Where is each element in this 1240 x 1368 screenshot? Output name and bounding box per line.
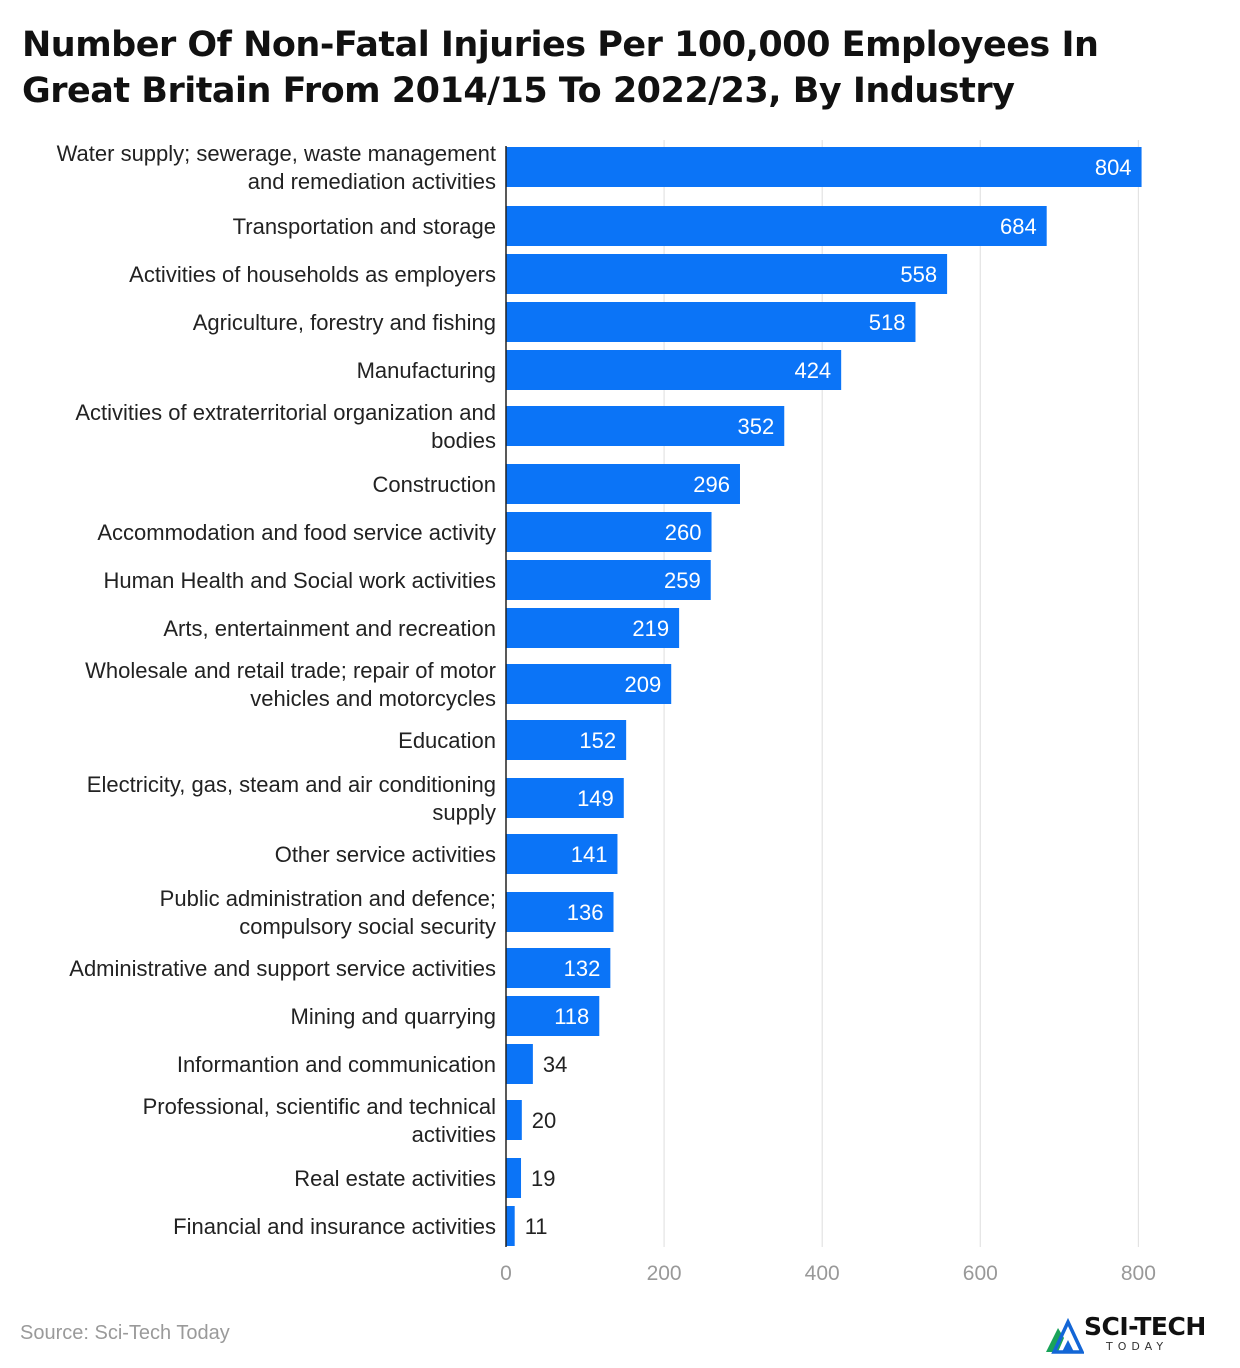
bar-4	[506, 350, 842, 390]
category-label-14-line-0: Public administration and defence;	[160, 886, 496, 911]
chart-title: Number Of Non-Fatal Injuries Per 100,000…	[22, 25, 1099, 111]
category-label-7: Accommodation and food service activity	[97, 520, 496, 545]
bar-18	[506, 1100, 522, 1140]
bar-15	[506, 948, 611, 988]
bar-16	[506, 996, 600, 1036]
data-label-6: 296	[693, 472, 730, 497]
bar-20	[506, 1206, 515, 1246]
bar-5	[506, 406, 785, 446]
category-label-8: Human Health and Social work activities	[103, 568, 496, 593]
data-label-5: 352	[738, 414, 775, 439]
category-label-0-line-0: Water supply; sewerage, waste management	[57, 141, 496, 166]
bar-19	[506, 1158, 522, 1198]
category-label-9: Arts, entertainment and recreation	[163, 616, 496, 641]
data-label-9: 219	[632, 616, 669, 641]
data-label-16: 118	[554, 1004, 589, 1029]
category-label-13: Other service activities	[275, 842, 496, 867]
bar-13	[506, 834, 618, 874]
category-label-10-line-0: Wholesale and retail trade; repair of mo…	[85, 658, 496, 683]
category-label-18-line-0: Professional, scientific and technical	[143, 1094, 496, 1119]
category-label-2: Activities of households as employers	[129, 262, 496, 287]
category-label-1: Transportation and storage	[233, 214, 496, 239]
x-axis-ticks: 0 200 400 600 800	[500, 1262, 1156, 1285]
data-label-15: 132	[564, 956, 601, 981]
data-label-11: 152	[579, 728, 616, 753]
bar-6	[506, 464, 740, 504]
data-label-20: 11	[525, 1214, 548, 1239]
category-label-15: Administrative and support service activ…	[69, 956, 496, 981]
data-label-10: 209	[624, 672, 661, 697]
category-label-3: Agriculture, forestry and fishing	[193, 310, 496, 335]
data-label-18: 20	[532, 1108, 556, 1133]
data-label-2: 558	[900, 262, 937, 287]
bar-14	[506, 892, 614, 932]
tick-label-0: 0	[500, 1262, 512, 1285]
category-label-10-line-1: vehicles and motorcycles	[250, 686, 496, 711]
data-label-0: 804	[1095, 155, 1132, 180]
category-label-18-line-1: activities	[412, 1122, 496, 1147]
category-label-5-line-1: bodies	[431, 428, 496, 453]
bar-8	[506, 560, 711, 600]
bar-17	[506, 1044, 533, 1084]
logo-mountain-icon	[1046, 1317, 1084, 1354]
data-label-14: 136	[567, 900, 604, 925]
bar-10	[506, 664, 672, 704]
data-label-1: 684	[1000, 214, 1037, 239]
data-label-12: 149	[577, 786, 614, 811]
category-label-4: Manufacturing	[357, 358, 496, 383]
bar-11	[506, 720, 627, 760]
category-labels: Water supply; sewerage, waste management…	[57, 141, 496, 1239]
bar-7	[506, 512, 712, 552]
bar-9	[506, 608, 680, 648]
logo-subtext: TODAY	[1106, 1340, 1169, 1353]
bar-chart: 804 684 558 518 424 352 296 260 259 219 209 152 149 1…	[57, 140, 1156, 1285]
category-label-12-line-1: supply	[432, 800, 496, 825]
category-label-17: Informantion and communication	[177, 1052, 496, 1077]
bar-2	[506, 254, 948, 294]
data-label-17: 34	[543, 1052, 567, 1077]
tick-label-200: 200	[647, 1262, 682, 1285]
data-label-8: 259	[664, 568, 701, 593]
category-label-6: Construction	[372, 472, 496, 497]
data-label-13: 141	[571, 842, 608, 867]
category-label-11: Education	[398, 728, 496, 753]
bars: 804 684 558 518 424 352 296 260 259 219 209 152 149 1…	[506, 147, 1142, 1246]
data-label-7: 260	[665, 520, 702, 545]
sci-tech-logo: SCI-TECH TODAY	[1044, 1312, 1224, 1358]
logo-text: SCI-TECH	[1084, 1312, 1206, 1341]
source-note: Source: Sci-Tech Today	[20, 1322, 230, 1344]
category-label-5-line-0: Activities of extraterritorial organizat…	[75, 400, 496, 425]
tick-label-400: 400	[805, 1262, 840, 1285]
data-label-19: 19	[531, 1166, 555, 1191]
bar-3	[506, 302, 916, 342]
bar-12	[506, 778, 624, 818]
category-label-0-line-1: and remediation activities	[248, 169, 496, 194]
data-label-4: 424	[794, 358, 831, 383]
bar-1	[506, 206, 1047, 246]
category-label-20: Financial and insurance activities	[173, 1214, 496, 1239]
category-label-19: Real estate activities	[294, 1166, 496, 1191]
category-label-12-line-0: Electricity, gas, steam and air conditio…	[87, 772, 496, 797]
tick-label-600: 600	[963, 1262, 998, 1285]
category-label-16: Mining and quarrying	[291, 1004, 496, 1029]
bar-0	[506, 147, 1142, 187]
category-label-14-line-1: compulsory social security	[239, 914, 496, 939]
tick-label-800: 800	[1121, 1262, 1156, 1285]
data-label-3: 518	[869, 310, 906, 335]
